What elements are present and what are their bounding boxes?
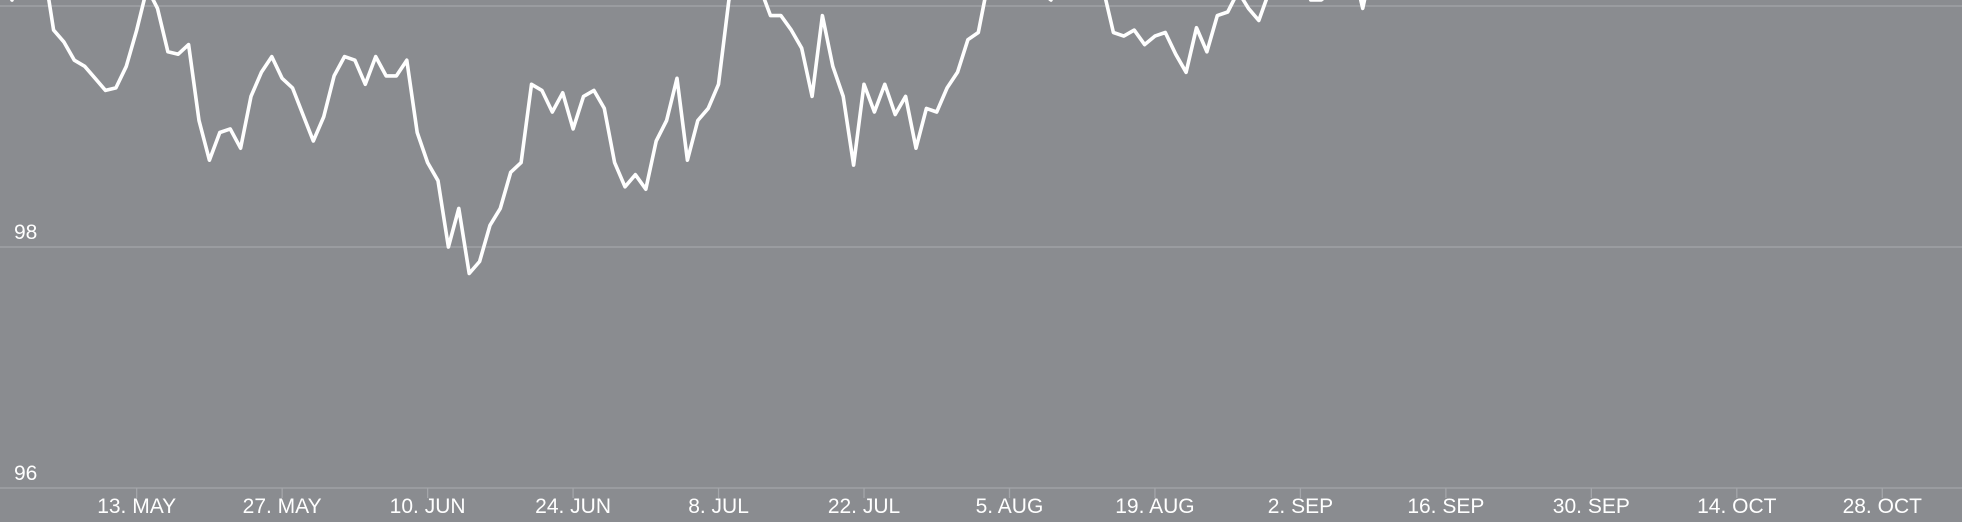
series-layer [10, 0, 1367, 276]
x-tick-label: 27. MAY [243, 495, 322, 518]
x-tick-label: 30. SEP [1553, 495, 1630, 518]
x-tick-label: 16. SEP [1407, 495, 1484, 518]
y-tick-label: 98 [14, 221, 37, 244]
x-tick-label: 22. JUL [828, 495, 900, 518]
x-tick-label: 2. SEP [1268, 495, 1333, 518]
y-tick-label: 100 [14, 0, 49, 3]
x-tick-label: 10. JUN [390, 495, 466, 518]
x-tick-label: 5. AUG [976, 495, 1044, 518]
y-axis-labels: 9698100102 [14, 0, 49, 485]
x-axis: 13. MAY 27. MAY 10. JUN 24. JUN 8. JUL 22. JU… [97, 488, 1922, 518]
x-tick-label: 19. AUG [1115, 495, 1194, 518]
x-tick-label: 8. JUL [688, 495, 749, 518]
series-line [10, 0, 1367, 276]
y-tick-label: 96 [14, 462, 37, 485]
x-tick-label: 13. MAY [97, 495, 176, 518]
grid-lines [0, 5, 1962, 489]
x-tick-label: 28. OCT [1843, 495, 1923, 518]
x-tick-label: 14. OCT [1697, 495, 1777, 518]
x-tick-label: 24. JUN [535, 495, 611, 518]
